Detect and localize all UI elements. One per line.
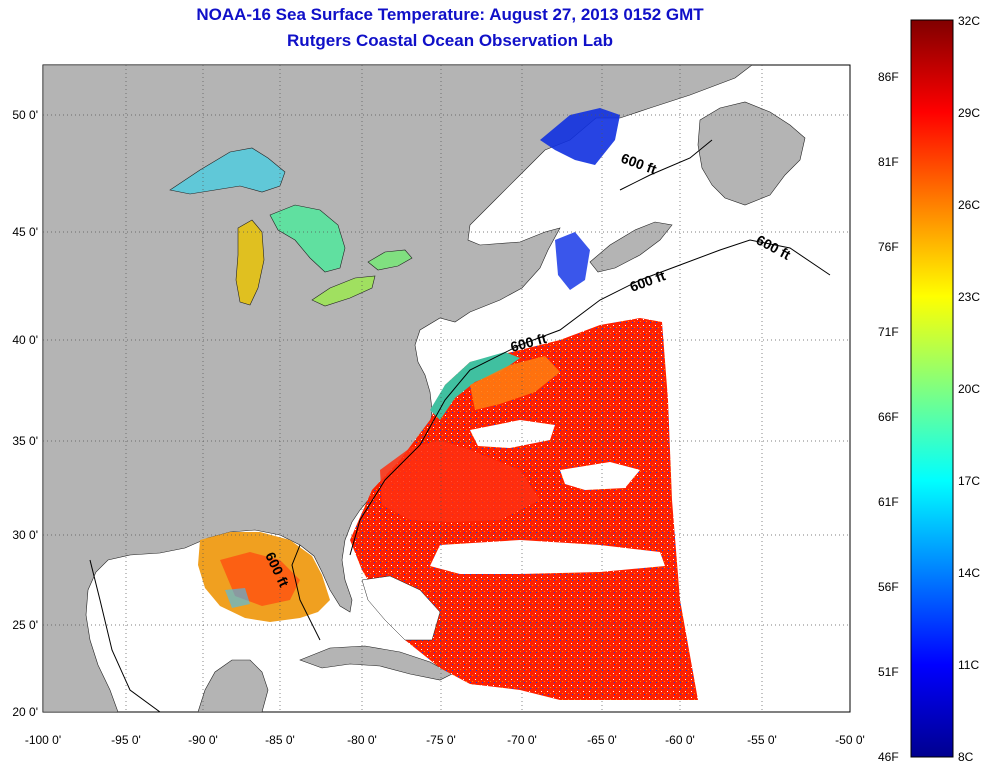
colorbar-fahrenheit-label: 56F <box>878 580 899 594</box>
colorbar-fahrenheit-label: 76F <box>878 240 899 254</box>
southeast-shelf-sst <box>380 440 540 522</box>
latitude-tick-label: 40 0' <box>12 333 38 347</box>
longitude-tick-label: -60 0' <box>665 733 695 747</box>
cloud-gap-3 <box>560 462 640 490</box>
mid-atlantic-shelf-sst <box>430 352 520 420</box>
longitude-labels: -100 0' -95 0' -90 0' -85 0' -80 0' -75 0' -70… <box>25 733 865 747</box>
colorbar <box>910 19 954 758</box>
latitude-tick-label: 35 0' <box>12 434 38 448</box>
cloud-gap-1 <box>430 540 665 574</box>
latitude-tick-label: 45 0' <box>12 225 38 239</box>
colorbar-fahrenheit-label: 61F <box>878 495 899 509</box>
colorbar-fahrenheit-label: 71F <box>878 325 899 339</box>
longitude-tick-label: -90 0' <box>188 733 218 747</box>
st-lawrence-cold-water <box>540 108 620 165</box>
lake-superior <box>169 147 286 195</box>
colorbar-fahrenheit-label: 81F <box>878 155 899 169</box>
longitude-tick-label: -80 0' <box>347 733 377 747</box>
latitude-tick-label: 50 0' <box>12 108 38 122</box>
gulf-stream-warm-core <box>470 356 560 410</box>
longitude-tick-label: -65 0' <box>587 733 617 747</box>
longitude-tick-label: -50 0' <box>835 733 865 747</box>
map-title: NOAA-16 Sea Surface Temperature: August … <box>196 5 704 24</box>
gulf-of-maine-cold-water <box>555 232 590 290</box>
land-nova-scotia <box>589 221 673 273</box>
land-newfoundland <box>697 101 806 206</box>
colorbar-celsius-label: 17C <box>958 474 981 488</box>
gulf-cool-patch <box>225 588 250 608</box>
longitude-tick-label: -70 0' <box>507 733 537 747</box>
map-subtitle: Rutgers Coastal Ocean Observation Lab <box>287 31 613 50</box>
isobath-600ft <box>89 139 831 712</box>
colorbar-celsius-label: 8C <box>958 750 974 764</box>
colorbar-fahrenheit-label: 66F <box>878 410 899 424</box>
colorbar-fahrenheit-label: 46F <box>878 750 899 764</box>
longitude-tick-label: -95 0' <box>111 733 141 747</box>
colorbar-celsius-label: 32C <box>958 14 981 28</box>
longitude-tick-label: -100 0' <box>25 733 61 747</box>
latitude-tick-label: 25 0' <box>12 618 38 632</box>
colorbar-celsius-label: 20C <box>958 382 981 396</box>
latitude-labels: 50 0' 45 0' 40 0' 35 0' 30 0' 25 0' 20 0' <box>12 108 38 719</box>
lake-michigan <box>235 219 265 306</box>
colorbar-celsius-label: 29C <box>958 106 981 120</box>
lake-erie <box>311 275 376 307</box>
map-graticule <box>43 65 850 712</box>
colorbar-fahrenheit-label: 86F <box>878 70 899 84</box>
latitude-tick-label: 20 0' <box>12 705 38 719</box>
land-yucatan <box>197 659 269 712</box>
land-cuba <box>299 645 453 681</box>
colorbar-fahrenheit-label: 51F <box>878 665 899 679</box>
colorbar-celsius-label: 14C <box>958 566 981 580</box>
bahamas-region <box>361 575 441 641</box>
lake-ontario <box>367 249 413 271</box>
colorbar-celsius-label: 23C <box>958 290 981 304</box>
longitude-tick-label: -55 0' <box>747 733 777 747</box>
longitude-tick-label: -85 0' <box>265 733 295 747</box>
longitude-tick-label: -75 0' <box>426 733 456 747</box>
colorbar-celsius-label: 11C <box>958 658 980 672</box>
lake-huron <box>269 204 346 273</box>
latitude-tick-label: 30 0' <box>12 528 38 542</box>
colorbar-celsius-label: 26C <box>958 198 981 212</box>
